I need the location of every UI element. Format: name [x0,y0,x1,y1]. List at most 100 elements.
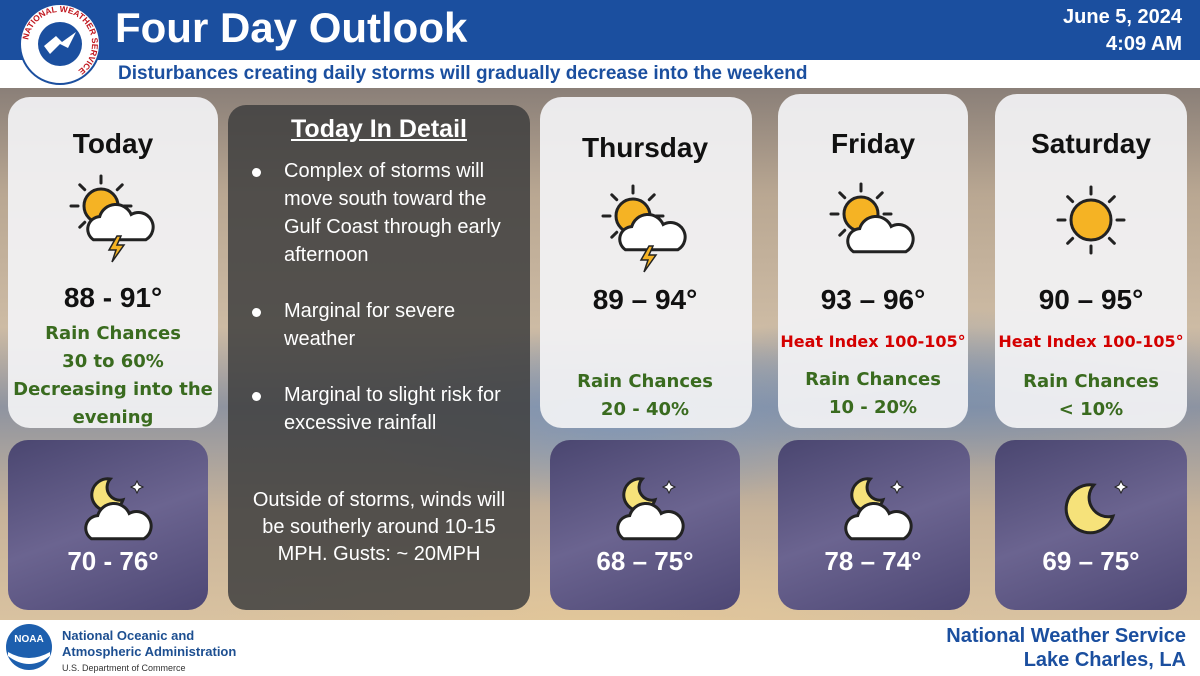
bullet-dot [252,168,261,177]
icon-part [1066,195,1075,204]
bullet-dot [252,308,261,317]
department: U.S. Department of Commerce [62,663,186,673]
icon-part [661,479,677,495]
icon-part [610,230,619,239]
icon-part [875,191,884,200]
agency-line: Atmospheric Administration [62,644,237,659]
office-line: Lake Charles, LA [1023,649,1186,671]
icon-part [1069,198,1113,242]
high-temp: 88 - 91° [63,282,163,313]
high-temp: 93 – 96° [820,284,926,315]
heat-index: Heat Index 100-105° [780,332,966,351]
icon-part [1066,236,1075,245]
icon-part [639,245,658,273]
day-name: Saturday [1031,128,1151,159]
icon-part [84,501,153,541]
icon-part [1107,236,1116,245]
rain-note: Rain Chances [45,323,181,344]
title: Four Day Outlook [115,4,468,51]
low-temp: 78 – 74° [824,546,922,576]
rain-notes: Rain Chances 10 - 20% [783,366,963,422]
day-card [8,97,218,428]
icon-part [846,214,915,254]
night-icon [63,465,163,545]
subtitle-band [0,60,1200,88]
icon-part [78,220,87,229]
high-temp: 89 – 94° [592,284,698,315]
rain-notes: Rain Chances 30 to 60% Decreasing into the… [13,320,213,432]
bullet-text: Complex of storms will move south toward… [284,160,501,266]
agency-line: National Oceanic and [62,628,195,643]
detail-title: Today In Detail [291,115,467,143]
icon-part [1113,479,1129,495]
nws-logo: NATIONAL WEATHER SERVICE [19,3,101,85]
icon-part [838,228,847,237]
icon-part [86,202,155,242]
office: National Weather Service Lake Charles, L… [946,624,1186,672]
office-line: National Weather Service [946,625,1186,647]
rain-note: Rain Chances [577,371,713,392]
rain-note: Decreasing into the evening [13,379,213,428]
rain-note: 20 - 40% [600,399,690,420]
day-name: Thursday [581,132,709,163]
icon-part [129,479,145,495]
icon-part [889,479,905,495]
icon-part [84,477,153,541]
rain-note: < 10% [1058,399,1124,420]
night-icon [823,465,923,545]
rain-notes: Rain Chances 20 - 40% [545,368,745,424]
agency: National Oceanic and Atmospheric Adminis… [62,628,236,676]
bullet: Marginal to slight risk for excessive ra… [250,381,520,437]
low-temp: 68 – 75° [596,546,694,576]
day-name: Today [72,128,154,159]
icon-part [829,182,915,254]
day-card [778,94,968,428]
rain-note: Rain Chances [1023,371,1159,392]
high-temp: 90 – 95° [1038,284,1144,315]
icon-part [844,477,913,541]
rain-notes: Rain Chances < 10% [1001,368,1181,424]
bullet: Complex of storms will move south toward… [250,157,520,269]
icon-part [838,191,847,200]
subtitle: Disturbances creating daily storms will … [118,63,808,84]
rain-note: 30 to 60% [62,351,164,372]
night-icon [1041,465,1141,545]
header-band [0,0,1200,60]
icon-part [1056,185,1126,255]
day-icon [823,178,923,278]
day-name: Friday [830,128,916,159]
icon-part [1064,479,1129,535]
day-icon [63,170,163,270]
low-temp: 69 – 75° [1042,546,1140,576]
icon-part [601,184,687,273]
icon-part [616,477,685,541]
bullet: Marginal for severe weather [250,297,520,353]
rain-note: 10 - 20% [828,397,918,418]
icon-part [1064,483,1116,535]
noaa-logo: NOAA [6,624,52,670]
noaa-wave [8,652,50,664]
day-card [995,94,1187,428]
icon-part [610,193,619,202]
day-card [540,97,752,428]
time: 4:09 AM [1106,33,1182,55]
low-temp: 70 - 76° [67,546,159,576]
icon-part [78,183,87,192]
detail-panel: Today In Detail Complex of storms will m… [228,105,530,610]
bullet-dot [252,392,261,401]
icon-part [107,235,126,263]
day-icon [595,180,695,280]
icon-part [844,501,913,541]
heat-index: Heat Index 100-105° [998,332,1184,351]
icon-part [647,193,656,202]
icon-part [69,174,155,263]
icon-part [618,212,687,252]
bullet-text: Marginal for severe weather [284,300,456,350]
bullet-list: Complex of storms will move south toward… [250,157,520,465]
bullet-text: Marginal to slight risk for excessive ra… [284,384,501,434]
date: June 5, 2024 [1063,6,1182,28]
logo-bird [44,32,76,54]
icon-part [616,501,685,541]
icon-part [1107,195,1116,204]
